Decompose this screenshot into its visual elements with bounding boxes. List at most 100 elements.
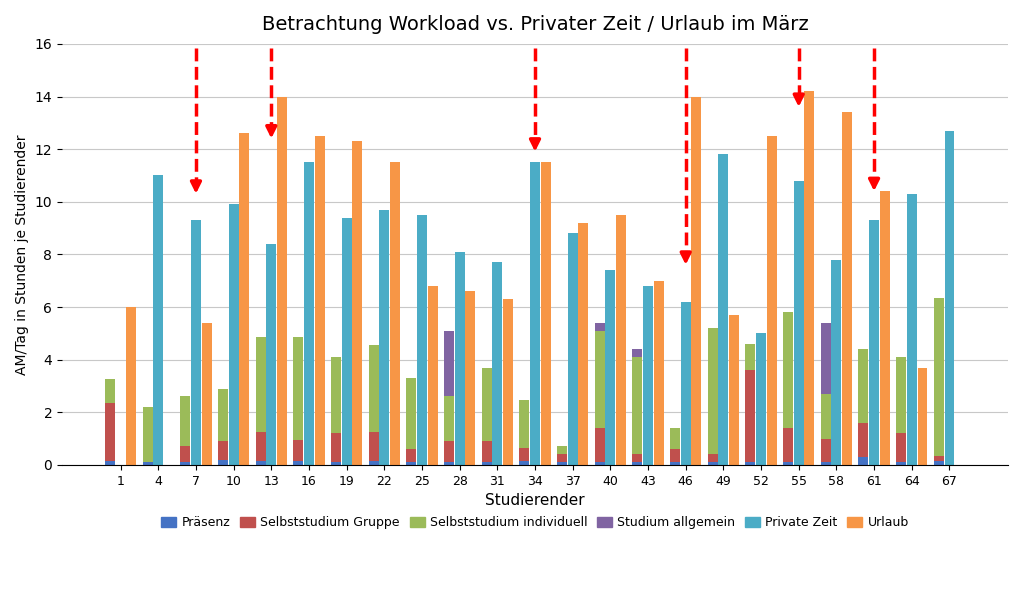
Bar <box>718 154 728 465</box>
Bar <box>784 313 793 428</box>
Bar <box>417 215 427 465</box>
Bar <box>858 423 869 457</box>
Bar <box>142 407 152 462</box>
Bar <box>444 397 454 441</box>
Bar <box>680 301 691 465</box>
Bar <box>406 378 416 449</box>
Bar <box>406 462 416 465</box>
Bar <box>870 220 879 465</box>
Bar <box>444 462 454 465</box>
Bar <box>202 323 212 465</box>
Bar <box>368 461 379 465</box>
Bar <box>331 357 341 433</box>
Bar <box>406 449 416 462</box>
Bar <box>520 400 529 448</box>
Bar <box>352 141 362 465</box>
Bar <box>632 357 642 454</box>
Bar <box>558 454 567 462</box>
Bar <box>239 133 250 465</box>
Bar <box>218 389 228 441</box>
Bar <box>708 462 717 465</box>
Bar <box>482 462 492 465</box>
Bar <box>692 96 702 465</box>
Bar <box>746 462 755 465</box>
Bar <box>331 433 341 462</box>
Bar <box>794 181 804 465</box>
Bar <box>558 462 567 465</box>
Bar <box>482 368 492 441</box>
Bar <box>191 220 201 465</box>
Bar <box>594 462 605 465</box>
Bar <box>896 357 906 433</box>
Bar <box>520 448 529 461</box>
Bar <box>277 96 286 465</box>
Bar <box>643 286 653 465</box>
Bar <box>315 136 324 465</box>
Bar <box>482 441 492 462</box>
Bar <box>918 368 927 465</box>
Bar <box>180 397 190 446</box>
Bar <box>820 438 831 462</box>
Bar <box>746 370 755 462</box>
Bar <box>896 433 906 462</box>
Bar <box>858 349 869 423</box>
Bar <box>670 449 680 462</box>
Bar <box>530 162 540 465</box>
Bar <box>708 454 717 462</box>
Bar <box>331 462 341 465</box>
Legend: Präsenz, Selbststudium Gruppe, Selbststudium individuell, Studium allgemein, Pri: Präsenz, Selbststudium Gruppe, Selbststu… <box>157 511 914 534</box>
Bar <box>746 344 755 370</box>
Bar <box>944 131 954 465</box>
Bar <box>380 209 389 465</box>
Bar <box>520 461 529 465</box>
Bar <box>594 323 605 331</box>
Bar <box>632 454 642 462</box>
Bar <box>594 428 605 462</box>
Bar <box>428 286 438 465</box>
Bar <box>294 461 303 465</box>
Bar <box>105 403 115 461</box>
Bar <box>578 223 588 465</box>
Bar <box>654 281 664 465</box>
Bar <box>180 462 190 465</box>
Bar <box>105 461 115 465</box>
Bar <box>820 323 831 394</box>
Bar <box>934 456 943 461</box>
Bar <box>294 440 303 461</box>
Bar <box>906 194 917 465</box>
Bar <box>465 291 476 465</box>
Bar <box>180 446 190 462</box>
Bar <box>127 307 136 465</box>
Bar <box>934 298 943 456</box>
Bar <box>444 331 454 397</box>
Bar <box>896 462 906 465</box>
Bar <box>767 136 776 465</box>
Bar <box>455 252 464 465</box>
Bar <box>229 204 238 465</box>
Y-axis label: AM/Tag in Stunden je Studierender: AM/Tag in Stunden je Studierender <box>15 134 29 375</box>
Bar <box>670 462 680 465</box>
Bar <box>606 270 615 465</box>
Bar <box>842 112 852 465</box>
Bar <box>616 215 626 465</box>
Bar <box>218 441 228 460</box>
Bar <box>568 233 578 465</box>
Bar <box>729 315 739 465</box>
Bar <box>256 461 266 465</box>
Bar <box>880 191 890 465</box>
Bar <box>708 328 717 454</box>
Bar <box>368 345 379 432</box>
Bar <box>934 461 943 465</box>
Bar <box>142 462 152 465</box>
Bar <box>503 299 513 465</box>
Bar <box>858 457 869 465</box>
X-axis label: Studierender: Studierender <box>485 493 585 508</box>
Bar <box>492 262 502 465</box>
Bar <box>632 462 642 465</box>
Bar <box>294 337 303 440</box>
Bar <box>304 162 314 465</box>
Bar <box>784 462 793 465</box>
Bar <box>632 349 642 357</box>
Bar <box>820 462 831 465</box>
Title: Betrachtung Workload vs. Privater Zeit / Urlaub im März: Betrachtung Workload vs. Privater Zeit /… <box>262 15 808 34</box>
